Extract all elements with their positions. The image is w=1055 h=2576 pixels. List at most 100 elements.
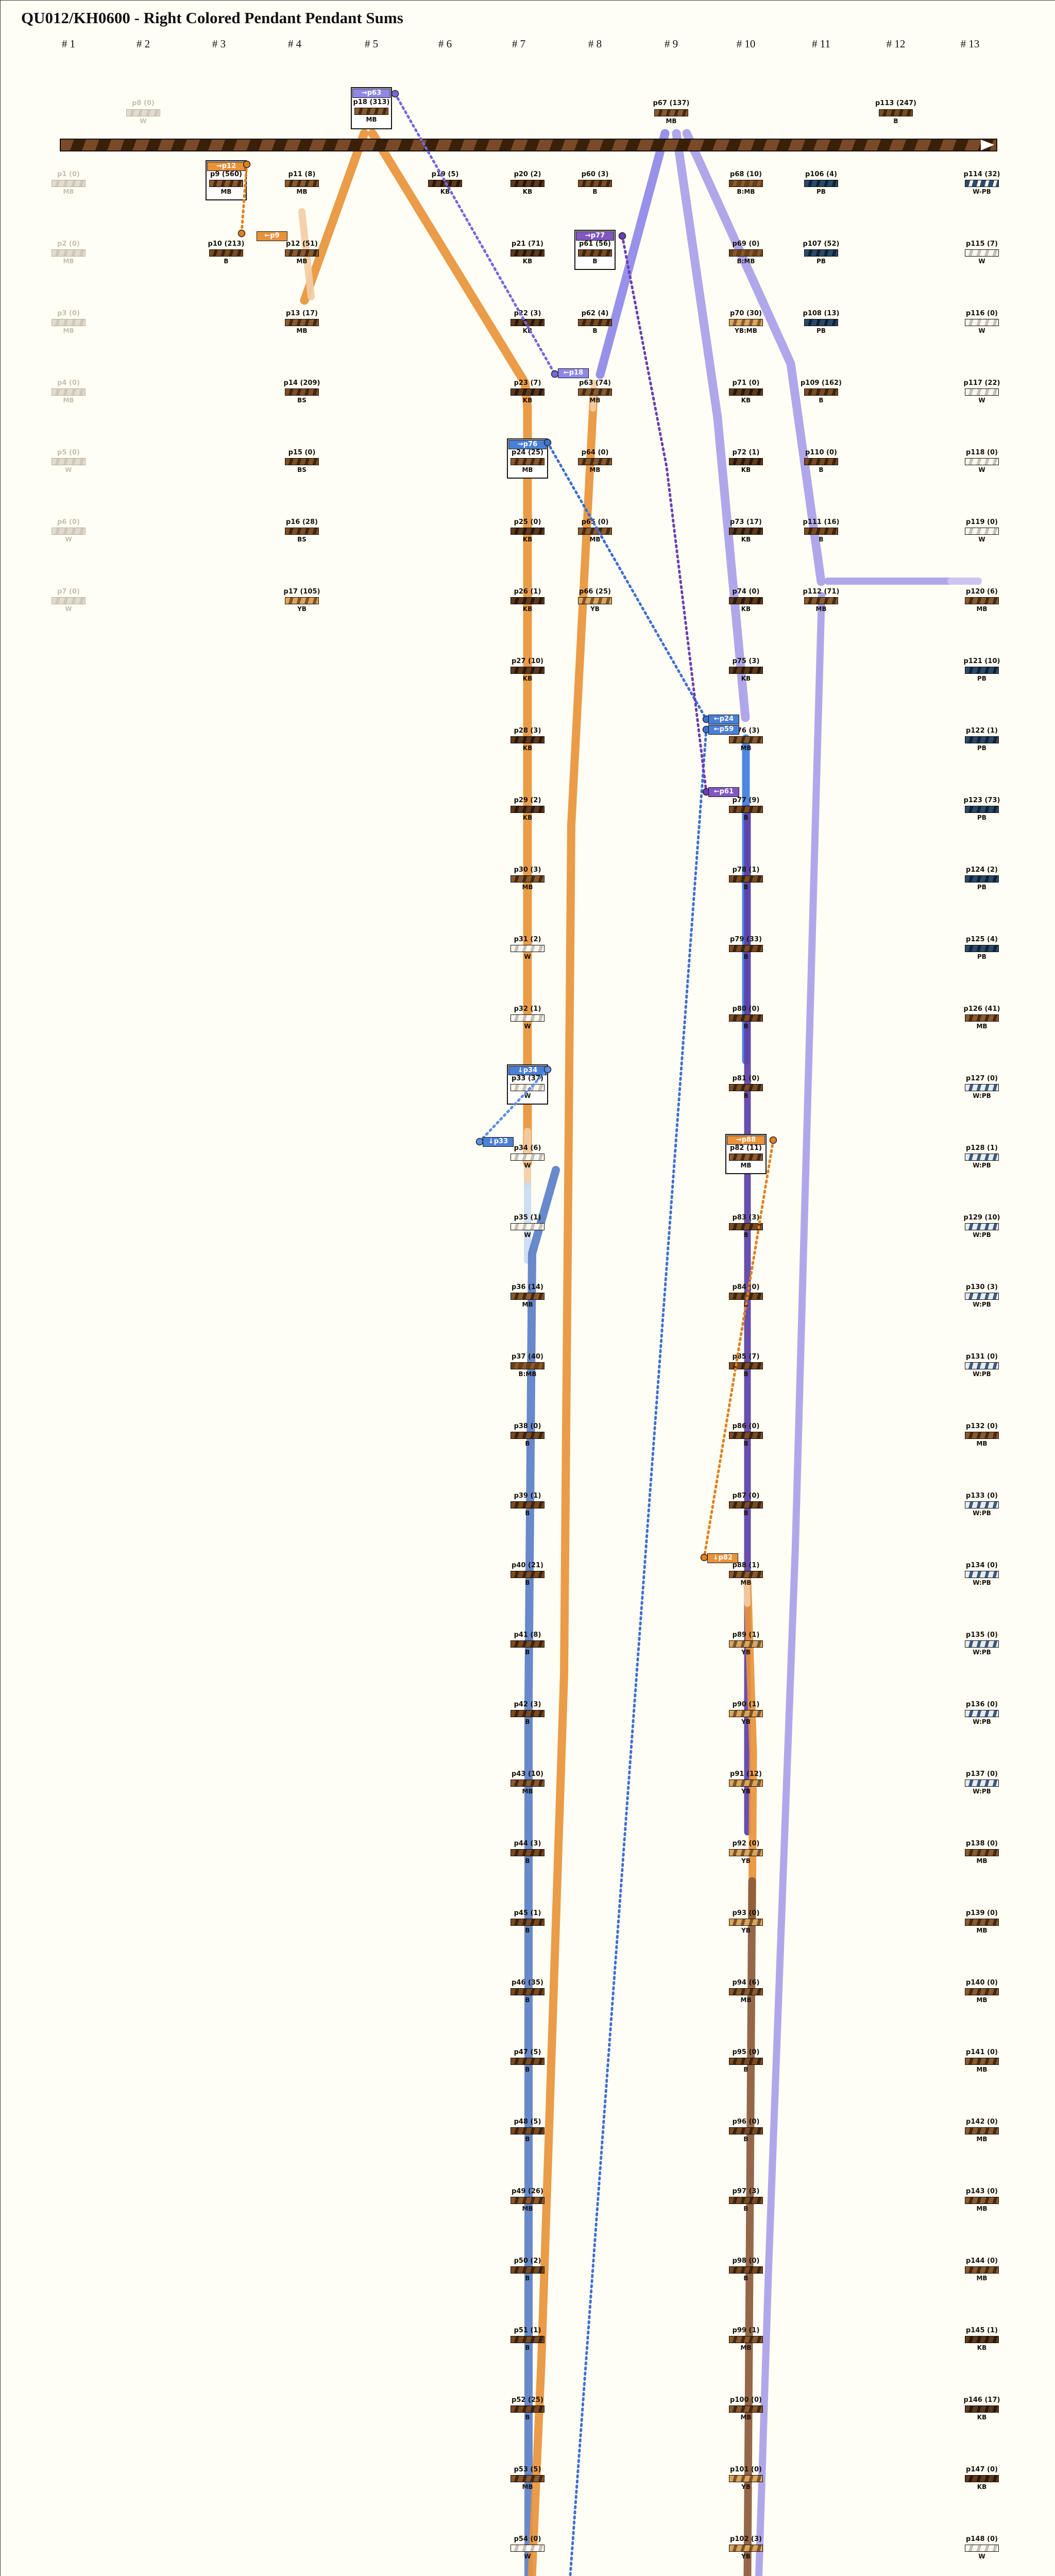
cord-label: p119 (0) — [966, 518, 998, 526]
cord-label: p12 (51) — [286, 240, 318, 248]
cord-band — [511, 1501, 544, 1509]
cord-label: p123 (73) — [963, 796, 1000, 804]
cord-label: p62 (4) — [581, 310, 609, 317]
cord-code: PB — [977, 884, 986, 891]
cord-label: p116 (0) — [966, 310, 998, 317]
cord-band — [511, 2058, 544, 2065]
cord-code: B — [743, 1092, 748, 1099]
cord-label: p95 (0) — [732, 2048, 760, 2056]
cord-code: YB — [741, 2483, 751, 2490]
cord-label: p28 (3) — [514, 727, 541, 735]
cord-label: p133 (0) — [966, 1492, 998, 1500]
cord-label: p40 (21) — [512, 1562, 543, 1569]
cord-band — [729, 180, 763, 187]
cord-band — [729, 249, 763, 257]
cord-label: p80 (0) — [732, 1005, 760, 1013]
cord-label: p137 (0) — [966, 1770, 998, 1778]
cord-label: p1 (0) — [57, 171, 80, 178]
link-box: ←p59 — [708, 725, 739, 735]
cord-code: KB — [741, 605, 751, 613]
cord-label: p19 (5) — [431, 171, 459, 178]
cord-code: MB — [522, 1788, 533, 1795]
sum-link-dotted-line — [621, 234, 708, 793]
link-box: ←p24 — [708, 715, 739, 724]
cord-label: p8 (0) — [132, 99, 155, 107]
cord-label: p93 (0) — [732, 1909, 760, 1917]
column-header: # 5 — [364, 38, 379, 50]
cord-band — [729, 2197, 763, 2204]
cord-band — [578, 528, 612, 535]
cord-label: p82 (11) — [730, 1144, 762, 1152]
column-header: # 9 — [664, 38, 678, 50]
cord-band — [126, 109, 160, 116]
link-header: ↓p34 — [508, 1066, 547, 1075]
cord-label: p11 (8) — [288, 171, 316, 178]
cord-band — [511, 2266, 544, 2274]
cord-code: B — [743, 814, 748, 821]
cord-band — [965, 875, 999, 883]
cord-band — [511, 1223, 544, 1230]
cord-band — [729, 2336, 763, 2343]
cord-band — [965, 388, 999, 396]
cord-label: p74 (0) — [732, 588, 760, 596]
cord-label: p107 (52) — [803, 240, 840, 248]
cord-label: p128 (1) — [966, 1144, 998, 1152]
cord-code: W — [978, 327, 985, 334]
link-endpoint-dot — [475, 1138, 484, 1146]
cord-label: p81 (0) — [732, 1075, 760, 1082]
cord-code: B — [819, 536, 824, 543]
cord-code: B — [592, 258, 598, 265]
cord-code: MB — [220, 188, 232, 195]
cord-band — [804, 388, 838, 396]
cord-band — [965, 2266, 999, 2274]
column-header: # 8 — [588, 38, 602, 50]
cord-code: B:MB — [518, 1370, 537, 1378]
cord-band — [729, 1710, 763, 1717]
cord-band — [965, 1919, 999, 1926]
cord-code: MB — [63, 258, 74, 265]
cord-code: KB — [977, 2414, 987, 2421]
cord-label: p75 (3) — [732, 657, 760, 665]
cord-label: p33 (37) — [512, 1075, 543, 1082]
cord-band — [52, 528, 86, 535]
cord-label: p125 (4) — [966, 936, 998, 943]
cord-band — [285, 458, 319, 465]
cord-label: p91 (12) — [730, 1770, 762, 1778]
cord-code: KB — [522, 814, 533, 821]
cord-label: p42 (3) — [514, 1701, 541, 1708]
cord-label: p106 (4) — [805, 171, 837, 178]
cord-label: p102 (3) — [730, 2535, 762, 2543]
cord-code: W — [978, 466, 985, 473]
cord-label: p148 (0) — [966, 2535, 998, 2543]
cord-band — [965, 1293, 999, 1300]
cord-band — [965, 1362, 999, 1369]
cord-band — [511, 875, 544, 883]
cord-code: MB — [740, 1579, 752, 1586]
cord-label: p85 (7) — [732, 1353, 760, 1361]
cord-label: p142 (0) — [966, 2118, 998, 2126]
cord-label: p64 (0) — [581, 449, 609, 456]
cord-code: YB — [741, 2553, 751, 2560]
cord-code: MB — [296, 188, 308, 195]
cord-band — [965, 1849, 999, 1856]
link-endpoint-dot — [769, 1136, 777, 1144]
cord-band — [511, 2405, 544, 2413]
cord-strand — [524, 1166, 560, 2576]
cord-band — [578, 458, 612, 465]
primary-cord-bar — [60, 139, 997, 151]
cord-code: W:PB — [973, 1092, 991, 1099]
cord-band — [965, 458, 999, 465]
cord-label: p94 (6) — [732, 1979, 760, 1987]
cord-label: p31 (2) — [514, 936, 541, 943]
cord-label: p112 (71) — [803, 588, 840, 596]
cord-band — [511, 597, 544, 604]
cord-label: p135 (0) — [966, 1631, 998, 1639]
cord-band — [511, 1362, 544, 1369]
link-endpoint-dot — [237, 229, 246, 238]
cord-code: MB — [976, 2205, 988, 2212]
cord-code: MB — [976, 2066, 988, 2073]
cord-band — [965, 1710, 999, 1717]
cord-band — [511, 1084, 544, 1091]
cord-band — [965, 1501, 999, 1509]
cord-band — [511, 2336, 544, 2343]
